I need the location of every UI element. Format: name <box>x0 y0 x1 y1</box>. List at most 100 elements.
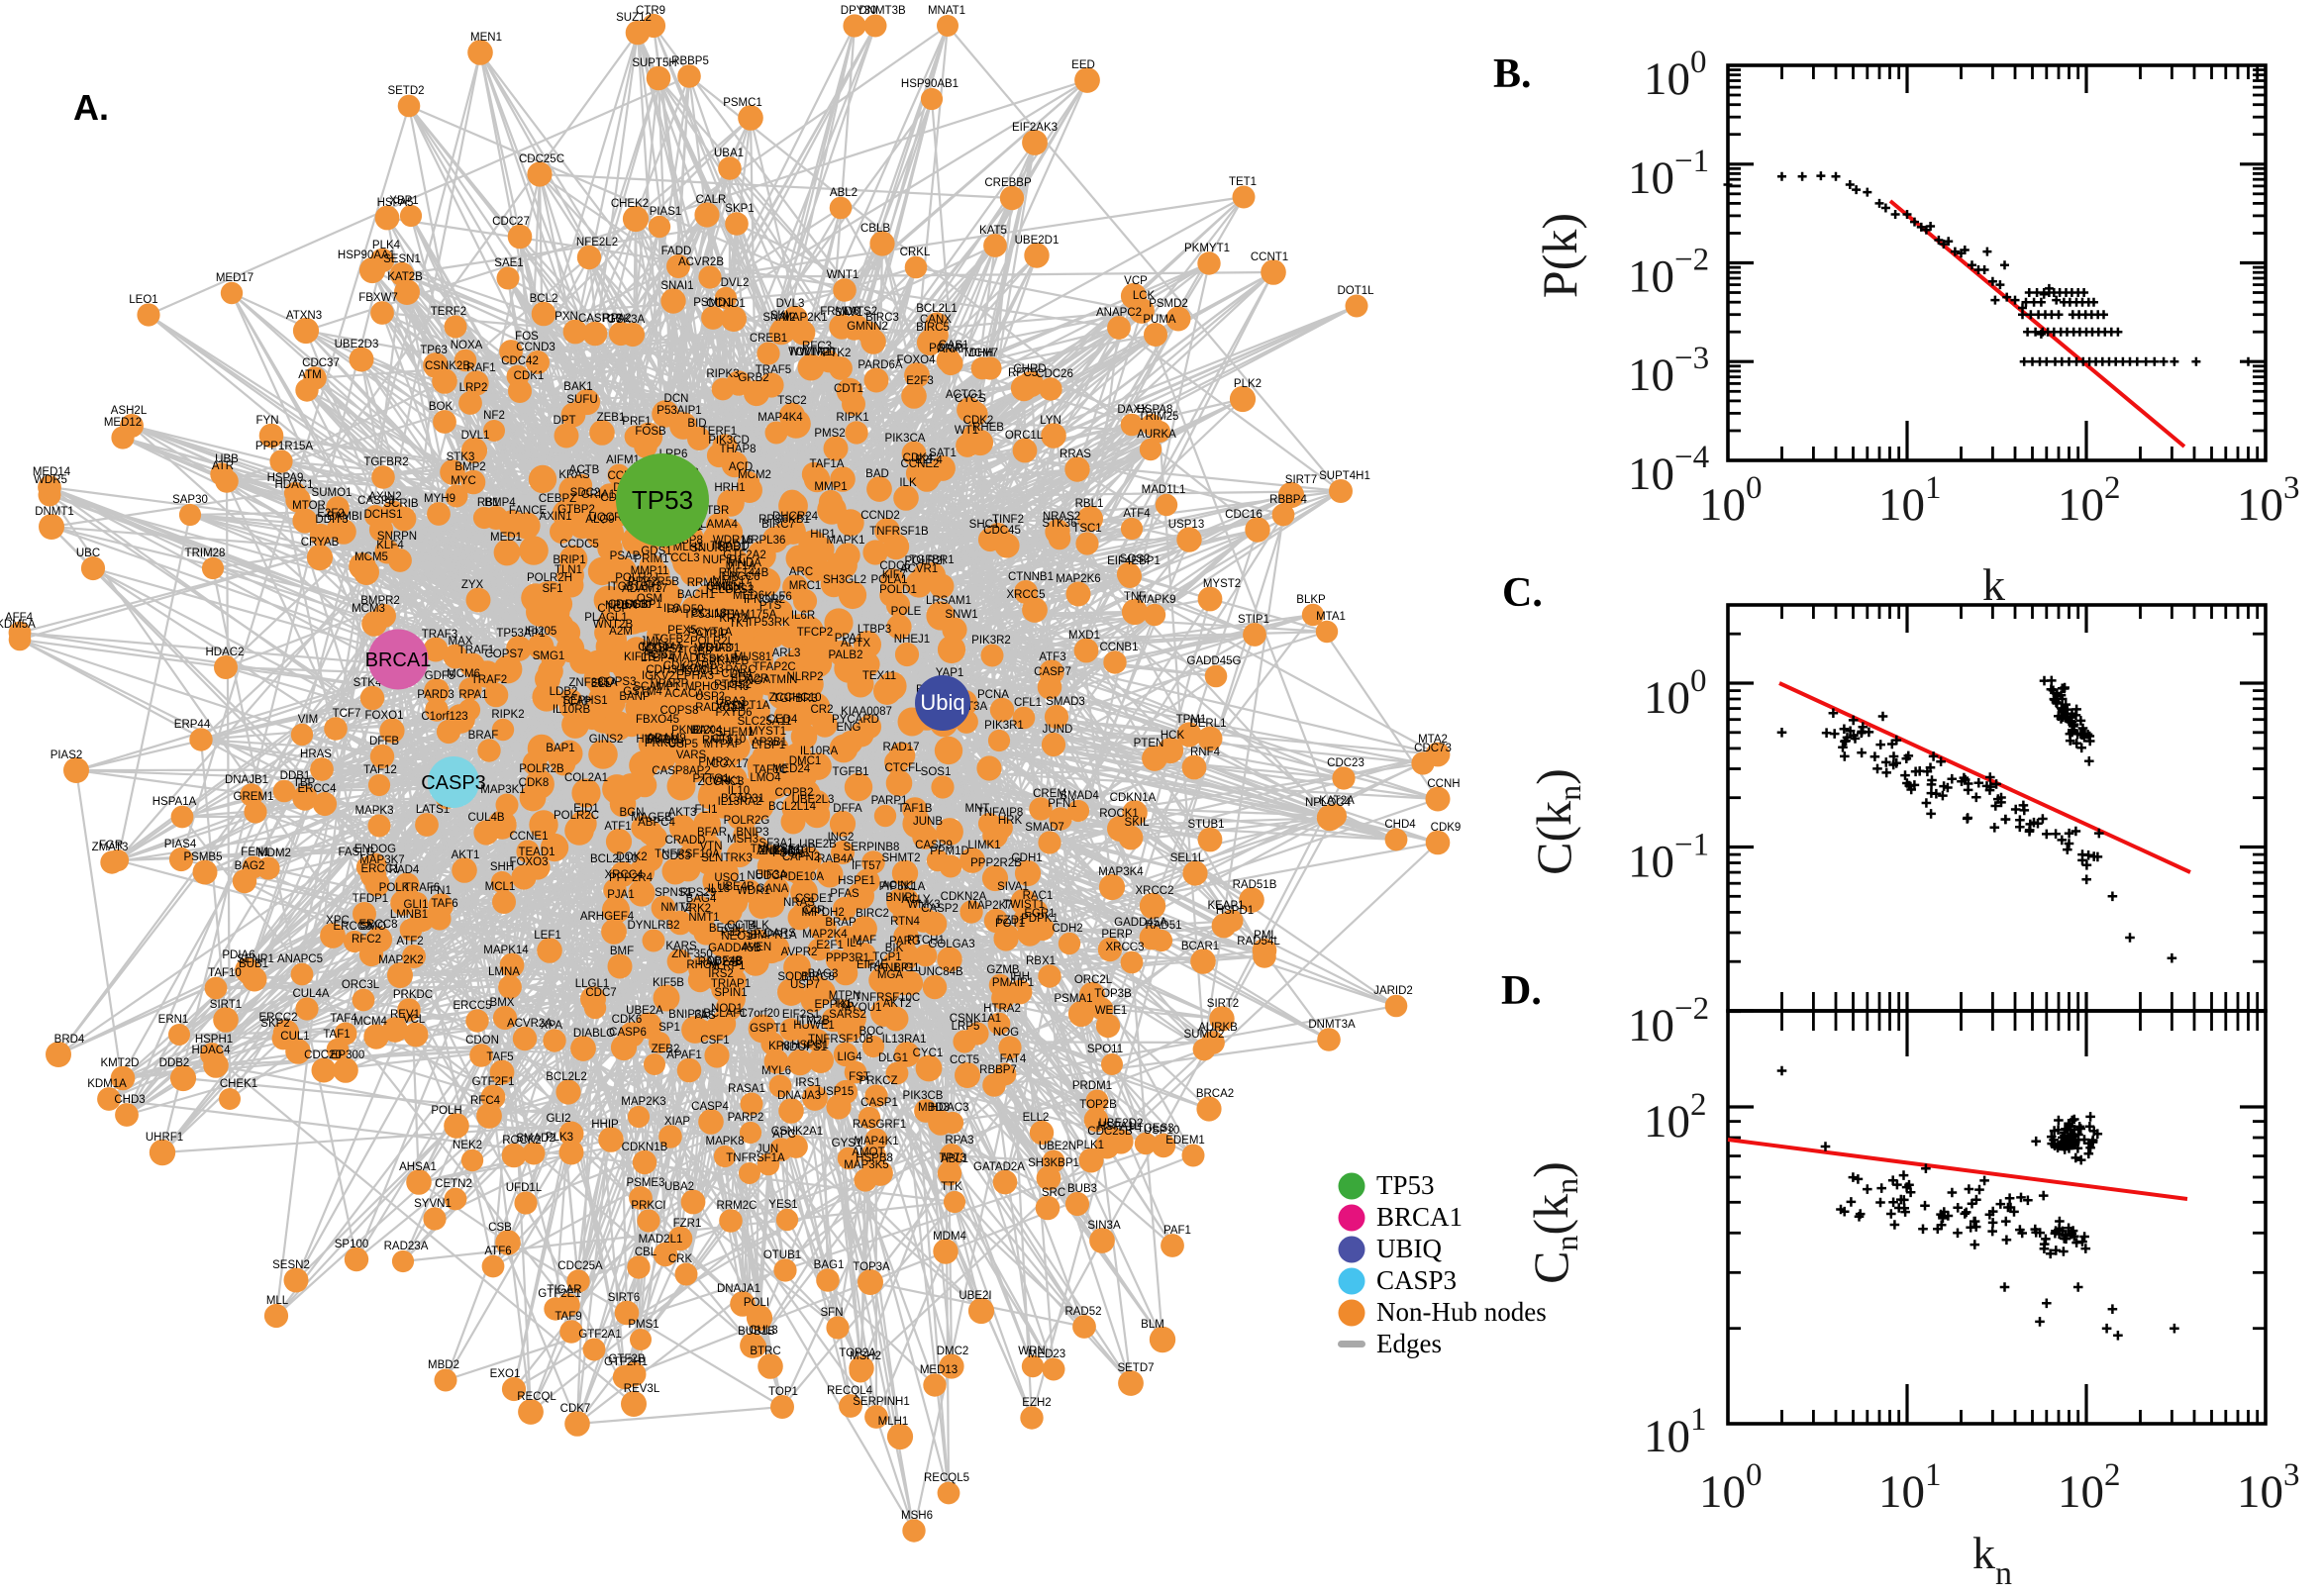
svg-text:MADD: MADD <box>672 652 706 664</box>
svg-text:RBX1: RBX1 <box>1026 955 1056 967</box>
svg-text:MAF: MAF <box>853 935 876 947</box>
svg-text:LDB2: LDB2 <box>550 686 578 698</box>
svg-text:CYC1: CYC1 <box>913 1047 944 1059</box>
svg-text:MAD2L1: MAD2L1 <box>639 1234 683 1246</box>
svg-text:RECQL5: RECQL5 <box>924 1472 969 1484</box>
svg-text:EP300: EP300 <box>331 1049 365 1061</box>
svg-text:TAF9B: TAF9B <box>645 735 679 747</box>
svg-text:ERCC2: ERCC2 <box>259 1012 298 1024</box>
svg-text:FOXO1: FOXO1 <box>365 710 404 722</box>
svg-text:RHOA: RHOA <box>686 959 720 971</box>
svg-text:SERPINH1: SERPINH1 <box>853 1396 910 1408</box>
svg-text:SKP2: SKP2 <box>260 1018 289 1030</box>
svg-text:PFS2: PFS2 <box>726 584 755 596</box>
svg-text:PPM1D: PPM1D <box>930 846 969 857</box>
svg-text:TNFRSF10D: TNFRSF10D <box>751 844 816 855</box>
svg-text:MNDA: MNDA <box>728 557 761 569</box>
svg-text:10: 10 <box>1628 837 1674 888</box>
svg-text:ATXN3: ATXN3 <box>286 310 322 322</box>
svg-text:BRD4: BRD4 <box>54 1034 85 1046</box>
svg-text:CTGF: CTGF <box>597 603 628 615</box>
svg-text:BCAP31: BCAP31 <box>721 793 764 805</box>
svg-text:CBL: CBL <box>635 1247 657 1258</box>
svg-text:ERP44: ERP44 <box>174 719 211 731</box>
svg-text:10: 10 <box>1644 672 1690 724</box>
svg-text:DHCR24: DHCR24 <box>772 511 819 523</box>
svg-text:BAMBI: BAMBI <box>327 511 362 523</box>
svg-text:SFN: SFN <box>821 1307 844 1319</box>
svg-text:USP2: USP2 <box>695 691 725 703</box>
svg-text:MRC1: MRC1 <box>789 580 822 592</box>
svg-text:MCM3: MCM3 <box>352 603 385 615</box>
svg-text:RFC4: RFC4 <box>470 1095 501 1107</box>
svg-text:NRAS: NRAS <box>783 897 815 909</box>
svg-text:LMNA: LMNA <box>488 966 520 978</box>
svg-text:AURKA: AURKA <box>1137 429 1176 441</box>
svg-text:ATF1: ATF1 <box>604 821 631 833</box>
svg-text:STK3: STK3 <box>447 451 475 463</box>
svg-text:SAP30: SAP30 <box>172 494 208 506</box>
svg-text:MAPK14: MAPK14 <box>483 945 529 956</box>
svg-text:PCYT1A: PCYT1A <box>688 627 733 639</box>
svg-text:MAP2K6: MAP2K6 <box>1056 573 1100 585</box>
svg-text:10: 10 <box>1644 1096 1690 1147</box>
svg-text:POLR2L: POLR2L <box>690 636 735 648</box>
svg-text:CUL4B: CUL4B <box>467 812 504 824</box>
svg-text:SIRT7: SIRT7 <box>1285 474 1317 486</box>
svg-text:NOG: NOG <box>993 1027 1019 1039</box>
svg-text:IMPDH2: IMPDH2 <box>801 907 844 919</box>
svg-text:10: 10 <box>2237 479 2283 531</box>
svg-text:BAG2: BAG2 <box>235 860 265 872</box>
svg-text:HSPD1: HSPD1 <box>1216 905 1254 917</box>
svg-text:3: 3 <box>2283 470 2300 506</box>
svg-text:CASP8: CASP8 <box>357 495 395 507</box>
svg-text:MMP11: MMP11 <box>631 565 669 577</box>
svg-text:A2M: A2M <box>609 626 633 638</box>
svg-text:−3: −3 <box>1674 341 1709 376</box>
svg-text:RAF1: RAF1 <box>466 362 495 374</box>
svg-text:VCP: VCP <box>1124 275 1148 287</box>
svg-text:CDC7: CDC7 <box>585 987 616 999</box>
svg-text:SNRPN: SNRPN <box>377 531 417 543</box>
svg-text:DBF4B: DBF4B <box>706 955 743 967</box>
svg-text:10: 10 <box>1628 251 1674 303</box>
svg-text:TPM1: TPM1 <box>1176 714 1207 726</box>
svg-text:TRAF6: TRAF6 <box>404 882 440 894</box>
svg-text:RAD51B: RAD51B <box>1233 879 1277 891</box>
svg-text:AVPR2: AVPR2 <box>781 947 818 958</box>
svg-text:TRIM25: TRIM25 <box>1139 411 1179 423</box>
svg-text:WDR1: WDR1 <box>737 885 770 897</box>
svg-text:FOSB: FOSB <box>635 426 666 438</box>
svg-text:COPB2: COPB2 <box>775 787 814 799</box>
svg-text:LTBP1: LTBP1 <box>752 740 785 751</box>
svg-text:SYVN1: SYVN1 <box>414 1198 452 1210</box>
svg-text:DLG1: DLG1 <box>878 1052 908 1064</box>
svg-text:PLAGL1: PLAGL1 <box>584 612 627 624</box>
svg-text:ANAPC2: ANAPC2 <box>1096 307 1142 319</box>
svg-text:10: 10 <box>1644 53 1690 105</box>
svg-text:USP13: USP13 <box>1168 519 1204 531</box>
svg-text:FAT4: FAT4 <box>1000 1053 1027 1065</box>
svg-text:RAD51: RAD51 <box>1145 920 1181 932</box>
svg-text:RBBP4: RBBP4 <box>1269 494 1307 506</box>
svg-text:IFI204: IFI204 <box>690 725 723 737</box>
svg-text:E2F1: E2F1 <box>816 940 844 951</box>
svg-text:BAG1: BAG1 <box>814 1259 845 1271</box>
svg-text:C4R: C4R <box>802 905 825 917</box>
svg-text:TGFBR3: TGFBR3 <box>772 693 817 705</box>
svg-text:CDKN2A: CDKN2A <box>941 891 987 903</box>
svg-text:ATR: ATR <box>212 460 234 472</box>
svg-text:AMOT: AMOT <box>852 1147 884 1158</box>
svg-text:ACVR2B: ACVR2B <box>678 256 724 268</box>
svg-text:DDB1: DDB1 <box>280 770 311 782</box>
svg-text:MED24: MED24 <box>772 763 811 775</box>
svg-text:RAB4A: RAB4A <box>817 853 855 865</box>
svg-text:TP53AP1: TP53AP1 <box>496 628 545 640</box>
svg-text:LYN: LYN <box>1040 415 1061 427</box>
svg-text:COPS7: COPS7 <box>485 648 524 660</box>
svg-text:TAF1B: TAF1B <box>898 803 933 815</box>
svg-text:IL13RA1: IL13RA1 <box>882 1034 927 1046</box>
svg-text:ERCC4: ERCC4 <box>298 783 338 795</box>
svg-text:GLI1: GLI1 <box>404 899 429 911</box>
svg-text:PIAS2: PIAS2 <box>50 749 83 761</box>
